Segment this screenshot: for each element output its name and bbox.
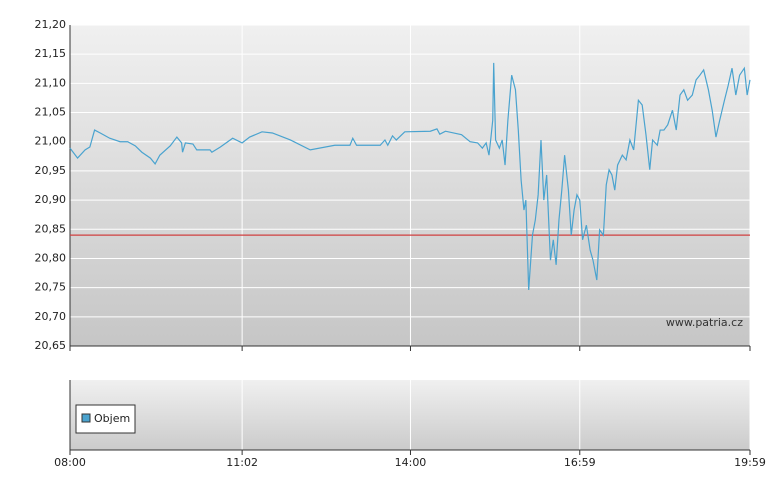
y-tick-label: 20,65 [35, 339, 67, 352]
y-tick-label: 21,10 [35, 76, 67, 89]
legend-label: Objem [94, 412, 130, 425]
x-tick-label: 11:02 [226, 456, 258, 469]
y-tick-label: 20,90 [35, 193, 67, 206]
y-tick-label: 20,70 [35, 310, 67, 323]
legend-swatch [81, 413, 91, 423]
y-tick-label: 21,05 [35, 106, 67, 119]
y-tick-label: 20,95 [35, 164, 67, 177]
price-line [69, 62, 751, 291]
y-tick-label: 21,00 [35, 135, 67, 148]
y-tick-label: 20,75 [35, 281, 67, 294]
x-tick-label: 14:00 [395, 456, 427, 469]
y-tick-label: 21,20 [35, 18, 67, 31]
x-tick-label: 08:00 [54, 456, 86, 469]
y-tick-label: 21,15 [35, 47, 67, 60]
y-tick-label: 20,85 [35, 222, 67, 235]
watermark: www.patria.cz [666, 316, 743, 329]
x-tick-label: 16:59 [564, 456, 596, 469]
y-tick-label: 20,80 [35, 251, 67, 264]
x-tick-label: 19:59 [734, 456, 766, 469]
